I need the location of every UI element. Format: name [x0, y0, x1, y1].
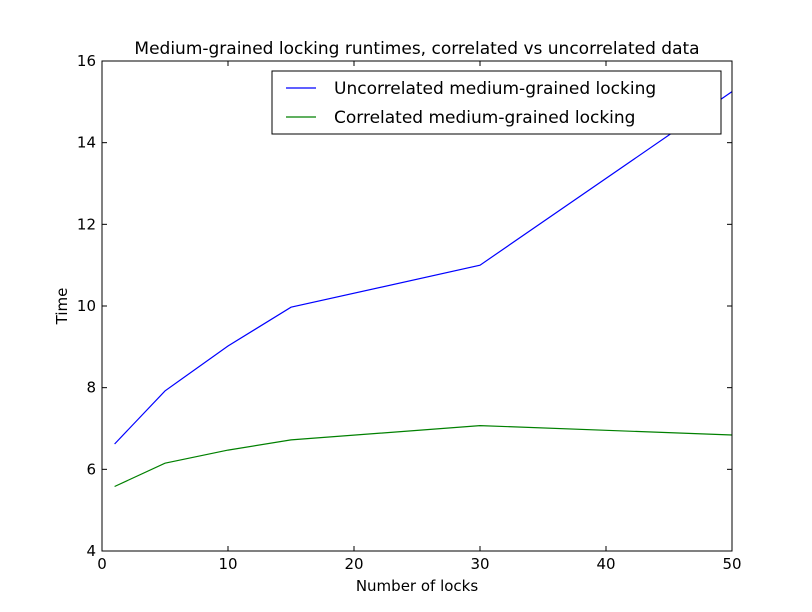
y-tick-label: 4 — [86, 542, 96, 560]
x-tick-label: 50 — [722, 555, 741, 573]
x-tick-label: 0 — [97, 555, 107, 573]
series-line-1 — [114, 424, 733, 488]
y-tick-label: 12 — [77, 215, 96, 233]
y-tick-label: 14 — [77, 134, 96, 152]
chart-title: Medium-grained locking runtimes, correla… — [134, 39, 699, 59]
legend: Uncorrelated medium-grained locking Corre… — [271, 70, 722, 135]
legend-label-0: Uncorrelated medium-grained locking — [334, 79, 656, 99]
legend-box — [271, 70, 722, 135]
legend-label-1: Correlated medium-grained locking — [334, 108, 635, 128]
x-axis-label: Number of locks — [356, 577, 479, 595]
y-tick-label: 8 — [86, 379, 96, 397]
y-axis-label: Time — [53, 288, 71, 326]
x-tick-label: 10 — [218, 555, 237, 573]
x-tick-label: 30 — [470, 555, 489, 573]
series-line-0 — [114, 91, 733, 445]
plot-area: 0 10 20 30 40 50 4 6 8 10 12 14 16 — [77, 52, 742, 573]
y-tick-label: 6 — [86, 460, 96, 478]
y-tick-label: 16 — [77, 52, 96, 70]
y-tick-label: 10 — [77, 297, 96, 315]
x-tick-label: 40 — [596, 555, 615, 573]
x-tick-label: 20 — [344, 555, 363, 573]
